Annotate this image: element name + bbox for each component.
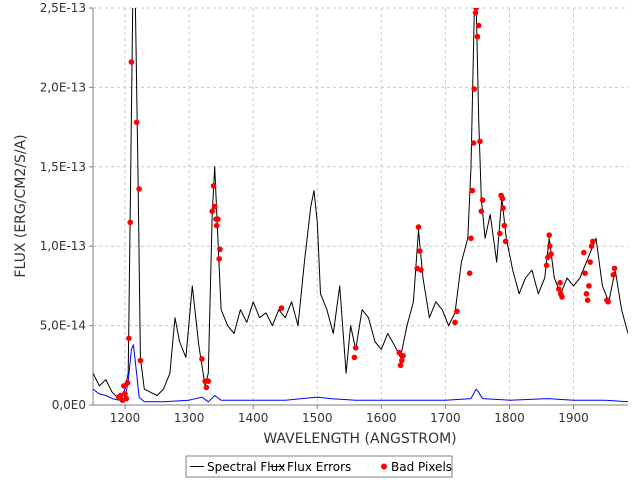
bad-pixel-point xyxy=(209,208,215,215)
bad-pixel-point xyxy=(215,216,221,222)
x-tick-label: 1400 xyxy=(238,411,269,425)
bad-pixel-point xyxy=(128,59,135,65)
bad-pixel-point xyxy=(399,357,405,364)
bad-pixel-point xyxy=(127,219,133,226)
bad-pixel-point xyxy=(213,222,220,229)
bad-pixel-point xyxy=(548,251,554,257)
bad-pixel-point xyxy=(581,249,587,256)
x-tick-label: 1200 xyxy=(110,411,141,425)
bad-pixel-point xyxy=(133,119,140,126)
bad-pixel-point xyxy=(203,384,210,391)
legend: Spectral Flux Flux Errors Bad Pixels xyxy=(185,455,453,478)
bad-pixel-point xyxy=(471,86,478,92)
bad-pixel-point xyxy=(469,187,476,194)
bad-pixel-point xyxy=(546,232,552,238)
x-tick-label: 1300 xyxy=(174,411,205,425)
bad-pixel-point xyxy=(466,270,473,277)
bad-pixel-point xyxy=(210,183,217,189)
bad-pixel-point xyxy=(278,305,285,311)
bad-pixel-point xyxy=(543,262,550,269)
bad-pixel-point xyxy=(137,357,144,364)
legend-box xyxy=(185,455,453,478)
bad-pixel-point xyxy=(124,380,131,386)
bad-pixel-point xyxy=(582,270,588,277)
plot-series xyxy=(93,8,628,404)
bad-pixel-point xyxy=(499,195,506,202)
bad-pixel-point xyxy=(479,197,486,203)
legend-dot-swatch xyxy=(381,463,387,470)
y-tick-label: 1,5E-13 xyxy=(40,160,86,174)
flux-errors-line xyxy=(93,344,628,403)
x-tick-label: 1600 xyxy=(366,411,397,425)
y-tick-label: 5,0E-14 xyxy=(40,319,86,333)
bad-pixel-point xyxy=(417,248,423,254)
bad-pixel-point xyxy=(123,395,130,402)
grid xyxy=(93,7,628,406)
bad-pixel-point xyxy=(590,238,596,245)
bad-pixel-point xyxy=(477,138,483,145)
bad-pixel-point xyxy=(583,291,590,297)
bad-pixel-point xyxy=(396,349,403,356)
bad-pixel-point xyxy=(470,140,477,146)
bad-pixel-point xyxy=(584,297,591,304)
bad-pixel-point xyxy=(610,272,617,278)
bad-pixel-point xyxy=(588,243,595,249)
bad-pixel-point xyxy=(415,224,422,230)
bad-pixel-point xyxy=(205,378,212,385)
bad-pixel-point xyxy=(351,354,358,361)
bad-pixel-point xyxy=(352,345,359,351)
bad-pixel-point xyxy=(478,208,485,215)
bad-pixel-point xyxy=(418,267,424,273)
bad-pixel-point xyxy=(216,256,222,262)
legend-item-label: Bad Pixels xyxy=(391,460,452,474)
bad-pixel-point xyxy=(474,33,481,40)
y-tick-label: 1,0E-13 xyxy=(40,239,86,253)
bad-pixel-point xyxy=(211,203,218,210)
legend-item-label: Flux Errors xyxy=(287,460,351,474)
bad-pixel-point xyxy=(468,235,474,242)
bad-pixel-point xyxy=(121,383,127,389)
axes xyxy=(89,7,628,409)
bad-pixel-point xyxy=(557,279,563,286)
bad-pixel-point xyxy=(559,294,565,300)
bad-pixel-point xyxy=(454,308,460,315)
bad-pixel-point xyxy=(502,238,509,245)
bad-pixel-point xyxy=(126,335,132,342)
x-tick-label: 1500 xyxy=(302,411,333,425)
bad-pixel-point xyxy=(475,22,482,29)
bad-pixel-point xyxy=(556,286,562,292)
bad-pixel-point xyxy=(136,186,142,192)
y-axis-label: FLUX (ERG/CM2/S/A) xyxy=(13,134,29,277)
bad-pixel-point xyxy=(473,8,479,11)
bad-pixel-point xyxy=(400,353,406,359)
y-tick-label: 2,0E-13 xyxy=(40,80,86,94)
bad-pixel-point xyxy=(587,259,593,265)
tick-labels: 1200 1300 1400 1500 1600 1700 1800 1900 0,0E0 5,0… xyxy=(40,1,589,425)
bad-pixel-point xyxy=(199,356,205,362)
bad-pixel-point xyxy=(611,265,618,272)
bad-pixel-point xyxy=(472,10,479,16)
x-tick-label: 1800 xyxy=(494,411,525,425)
legend-item-label: Spectral Flux xyxy=(207,460,285,474)
bad-pixel-point xyxy=(122,391,128,397)
x-axis-label: WAVELENGTH (ANGSTROM) xyxy=(263,431,456,447)
bad-pixel-point xyxy=(497,230,503,237)
bad-pixel-point xyxy=(586,283,592,289)
bad-pixel-point xyxy=(500,205,506,211)
bad-pixel-point xyxy=(452,319,458,326)
y-tick-label: 0,0E0 xyxy=(52,398,86,412)
bad-pixel-point xyxy=(217,246,223,253)
bad-pixel-point xyxy=(605,299,611,305)
bad-pixel-point xyxy=(547,243,553,249)
y-tick-label: 2,5E-13 xyxy=(40,1,86,15)
x-tick-label: 1900 xyxy=(558,411,589,425)
x-tick-label: 1700 xyxy=(430,411,461,425)
bad-pixel-point xyxy=(117,392,124,399)
bad-pixel-point xyxy=(501,222,508,229)
bad-pixel-point xyxy=(397,362,404,369)
spectral-flux-line xyxy=(93,8,628,400)
